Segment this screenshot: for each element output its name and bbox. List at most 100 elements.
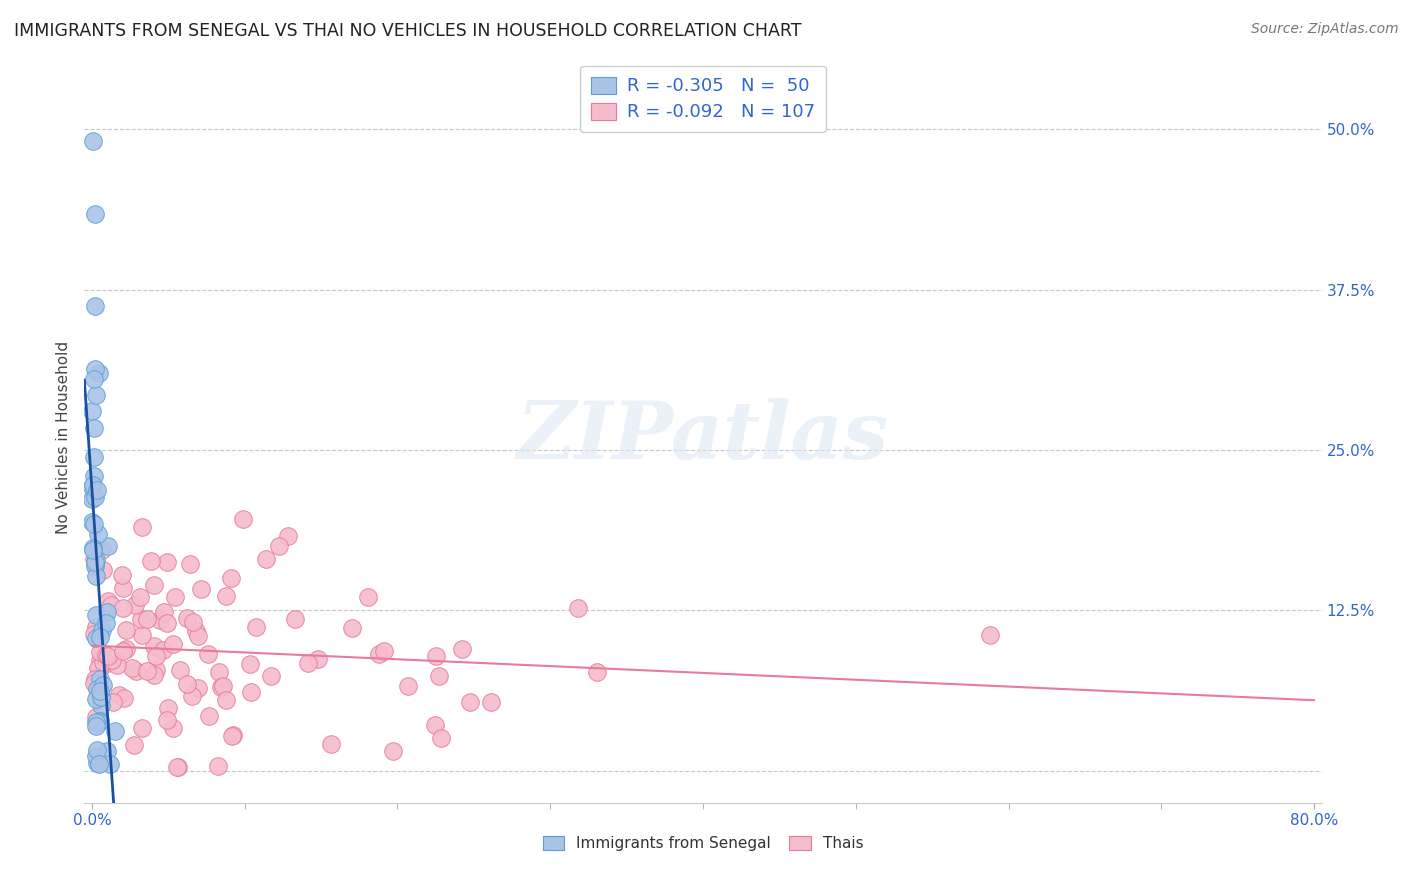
Point	[979, 628, 1001, 642]
Point	[111, 644, 134, 658]
Point	[367, 647, 389, 661]
Point	[100, 653, 122, 667]
Point	[108, 688, 131, 702]
Point	[209, 680, 232, 694]
Point	[84, 748, 107, 763]
Text: ZIPatlas: ZIPatlas	[517, 399, 889, 475]
Point	[207, 759, 229, 773]
Point	[84, 710, 107, 724]
Point	[166, 760, 188, 774]
Point	[121, 661, 143, 675]
Point	[162, 721, 184, 735]
Point	[214, 693, 236, 707]
Point	[143, 668, 166, 682]
Point	[125, 665, 148, 679]
Point	[111, 568, 134, 582]
Point	[90, 698, 112, 713]
Point	[82, 491, 104, 506]
Point	[157, 701, 180, 715]
Point	[145, 648, 167, 663]
Point	[84, 569, 107, 583]
Point	[381, 744, 404, 758]
Point	[190, 582, 212, 597]
Point	[122, 738, 145, 752]
Point	[84, 673, 107, 687]
Point	[169, 663, 191, 677]
Point	[425, 718, 447, 732]
Point	[97, 540, 120, 554]
Point	[427, 669, 450, 683]
Point	[187, 681, 209, 695]
Point	[115, 641, 138, 656]
Point	[357, 590, 380, 604]
Point	[91, 563, 114, 577]
Point	[284, 612, 307, 626]
Point	[83, 372, 105, 386]
Point	[84, 388, 107, 402]
Point	[198, 709, 221, 723]
Point	[83, 450, 105, 464]
Point	[145, 663, 167, 677]
Point	[87, 715, 110, 730]
Point	[101, 695, 124, 709]
Point	[91, 624, 114, 638]
Point	[86, 661, 108, 675]
Point	[254, 552, 277, 566]
Point	[83, 676, 105, 690]
Point	[96, 616, 118, 631]
Point	[82, 543, 104, 558]
Point	[86, 527, 108, 541]
Point	[111, 582, 134, 596]
Point	[239, 657, 262, 671]
Point	[98, 757, 121, 772]
Point	[82, 541, 104, 555]
Point	[89, 684, 111, 698]
Point	[84, 692, 107, 706]
Point	[89, 653, 111, 667]
Point	[105, 658, 128, 673]
Point	[277, 529, 299, 543]
Point	[100, 598, 122, 612]
Point	[89, 630, 111, 644]
Point	[179, 558, 201, 572]
Point	[83, 420, 105, 434]
Point	[156, 714, 179, 728]
Point	[83, 516, 105, 531]
Point	[479, 695, 502, 709]
Point	[82, 134, 104, 148]
Text: IMMIGRANTS FROM SENEGAL VS THAI NO VEHICLES IN HOUSEHOLD CORRELATION CHART: IMMIGRANTS FROM SENEGAL VS THAI NO VEHIC…	[14, 22, 801, 40]
Point	[84, 555, 107, 569]
Point	[208, 665, 231, 679]
Point	[319, 738, 342, 752]
Point	[131, 721, 153, 735]
Point	[425, 648, 447, 663]
Point	[156, 615, 179, 630]
Point	[180, 690, 202, 704]
Point	[586, 665, 609, 679]
Point	[124, 598, 146, 612]
Point	[87, 367, 110, 381]
Point	[181, 615, 204, 630]
Point	[239, 685, 262, 699]
Point	[212, 679, 235, 693]
Point	[86, 682, 108, 697]
Point	[89, 645, 111, 659]
Point	[297, 657, 319, 671]
Point	[136, 665, 159, 679]
Point	[83, 362, 105, 376]
Point	[96, 648, 118, 663]
Point	[232, 512, 254, 526]
Point	[97, 593, 120, 607]
Point	[83, 551, 105, 566]
Point	[167, 760, 190, 774]
Point	[307, 652, 329, 666]
Point	[143, 578, 166, 592]
Point	[129, 612, 152, 626]
Point	[152, 605, 174, 619]
Point	[114, 691, 136, 706]
Point	[104, 724, 127, 739]
Point	[176, 611, 198, 625]
Y-axis label: No Vehicles in Household: No Vehicles in Household	[56, 341, 72, 533]
Point	[91, 542, 114, 557]
Point	[373, 643, 395, 657]
